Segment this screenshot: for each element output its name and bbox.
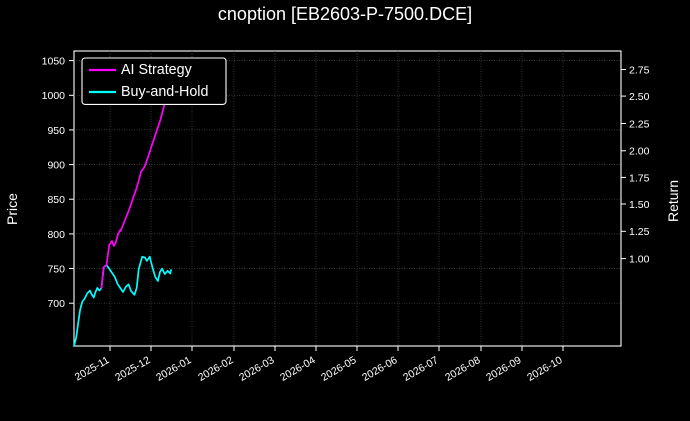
svg-text:Buy-and-Hold: Buy-and-Hold [121,84,208,100]
svg-text:AI Strategy: AI Strategy [121,62,193,78]
svg-text:950: 950 [47,125,65,137]
svg-text:1.75: 1.75 [629,172,650,184]
svg-text:cnoption [EB2603-P-7500.DCE]: cnoption [EB2603-P-7500.DCE] [218,4,472,24]
svg-text:1050: 1050 [42,56,66,68]
svg-text:1000: 1000 [42,90,66,102]
svg-text:700: 700 [47,298,65,310]
svg-text:2.00: 2.00 [629,146,650,158]
svg-text:1.00: 1.00 [629,254,650,266]
svg-text:750: 750 [47,263,65,275]
svg-text:Price: Price [4,193,20,225]
svg-text:850: 850 [47,194,65,206]
svg-text:2.25: 2.25 [629,118,650,130]
svg-text:1.50: 1.50 [629,199,650,211]
svg-text:2.75: 2.75 [629,64,650,76]
svg-text:900: 900 [47,160,65,172]
svg-text:1.25: 1.25 [629,226,650,238]
svg-text:800: 800 [47,229,65,241]
svg-text:Return: Return [665,180,681,222]
svg-text:2.50: 2.50 [629,91,650,103]
